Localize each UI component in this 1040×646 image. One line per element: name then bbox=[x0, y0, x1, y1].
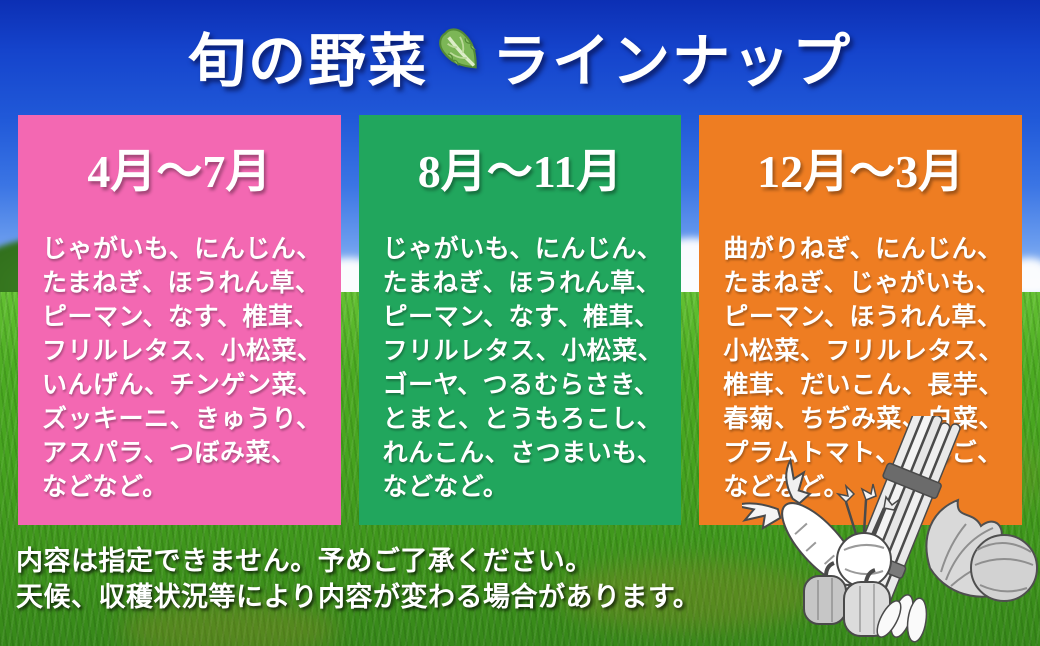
panel-apr-jul: 4月〜7月 じゃがいも、にんじん、 たまねぎ、ほうれん草、 ピーマン、なす、椎茸… bbox=[18, 115, 341, 525]
title-text-left: 旬の野菜 bbox=[187, 29, 428, 94]
panel-aug-nov: 8月〜11月 じゃがいも、にんじん、 たまねぎ、ほうれん草、 ピーマン、なす、椎… bbox=[358, 115, 682, 525]
panel-heading: 4月〜7月 bbox=[87, 146, 272, 197]
leafy-green-icon bbox=[434, 23, 486, 90]
vegetable-illustration bbox=[742, 416, 1038, 643]
panel-dec-mar: 12月〜3月 曲がりねぎ、にんじん、 たまねぎ、じゃがいも、 ピーマン、ほうれん… bbox=[699, 115, 1023, 525]
vegetable-list: 曲がりねぎ、にんじん、 たまねぎ、じゃがいも、 ピーマン、ほうれん草、 小松菜、… bbox=[723, 234, 1004, 501]
page-title: 旬の野菜 ラインナップ bbox=[0, 8, 1040, 104]
grass-patch bbox=[560, 560, 820, 630]
panel-heading: 12月〜3月 bbox=[757, 146, 965, 197]
title-text-right: ラインナップ bbox=[492, 29, 853, 94]
disclaimer: 内容は指定できません。予めご了承ください。 天候、収穫状況等により内容が変わる場… bbox=[16, 544, 700, 615]
vegetable-list: じゃがいも、にんじん、 たまねぎ、ほうれん草、 ピーマン、なす、椎茸、 フリルレ… bbox=[382, 234, 664, 501]
grass-patch bbox=[120, 600, 340, 646]
vegetable-list: じゃがいも、にんじん、 たまねぎ、ほうれん草、 ピーマン、なす、椎茸、 フリルレ… bbox=[42, 234, 323, 501]
panel-heading: 8月〜11月 bbox=[417, 146, 623, 197]
disclaimer-line-2: 天候、収穫状況等により内容が変わる場合があります。 bbox=[16, 581, 701, 612]
season-panels: 4月〜7月 じゃがいも、にんじん、 たまねぎ、ほうれん草、 ピーマン、なす、椎茸… bbox=[18, 115, 1023, 525]
disclaimer-line-1: 内容は指定できません。予めご了承ください。 bbox=[16, 546, 593, 576]
